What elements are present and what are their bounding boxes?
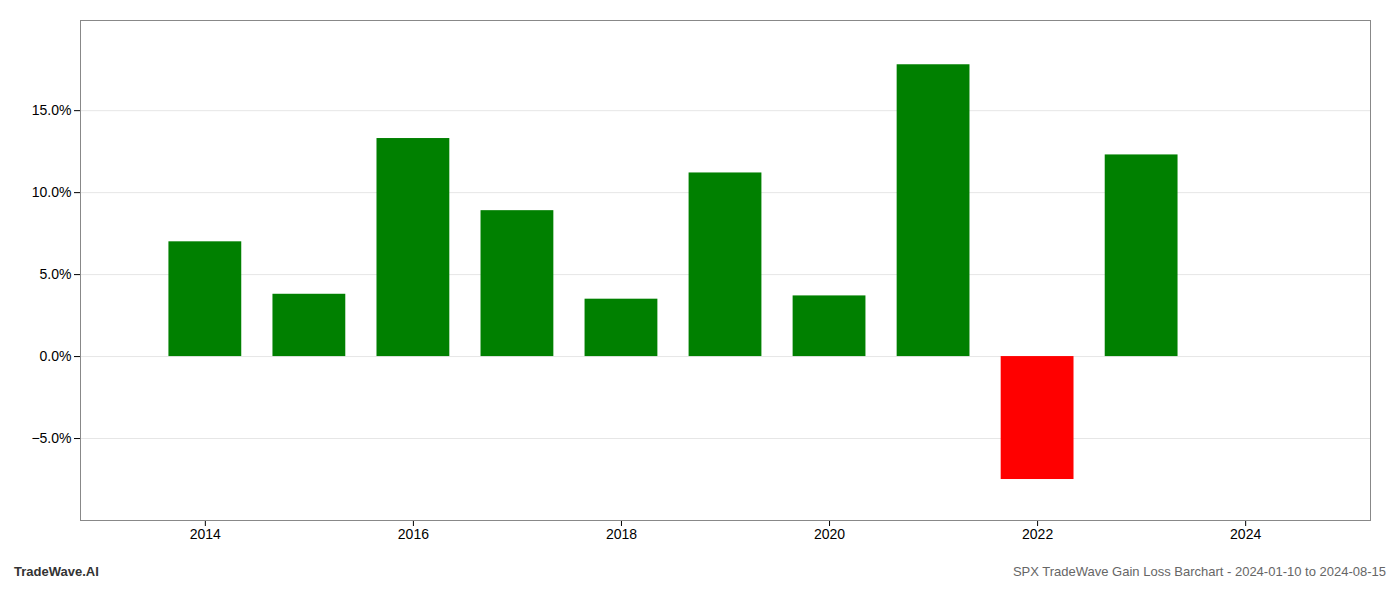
svg-text:5.0%: 5.0%: [40, 266, 72, 282]
svg-text:2016: 2016: [398, 526, 429, 542]
svg-text:2020: 2020: [814, 526, 845, 542]
svg-text:0.0%: 0.0%: [40, 348, 72, 364]
svg-text:2022: 2022: [1022, 526, 1053, 542]
html-text:SPX TradeWave Gain Loss Barcha: SPX TradeWave Gain Loss Barchart - 2024-…: [1012, 564, 1386, 579]
svg-text:10.0%: 10.0%: [32, 184, 72, 200]
svg-text:−5.0%: −5.0%: [31, 430, 71, 446]
svg-text:15.0%: 15.0%: [32, 102, 72, 118]
svg-text:2014: 2014: [190, 526, 221, 542]
svg-text:2018: 2018: [606, 526, 637, 542]
html-text:TradeWave.AI: TradeWave.AI: [14, 564, 99, 579]
svg-text:2024: 2024: [1230, 526, 1261, 542]
